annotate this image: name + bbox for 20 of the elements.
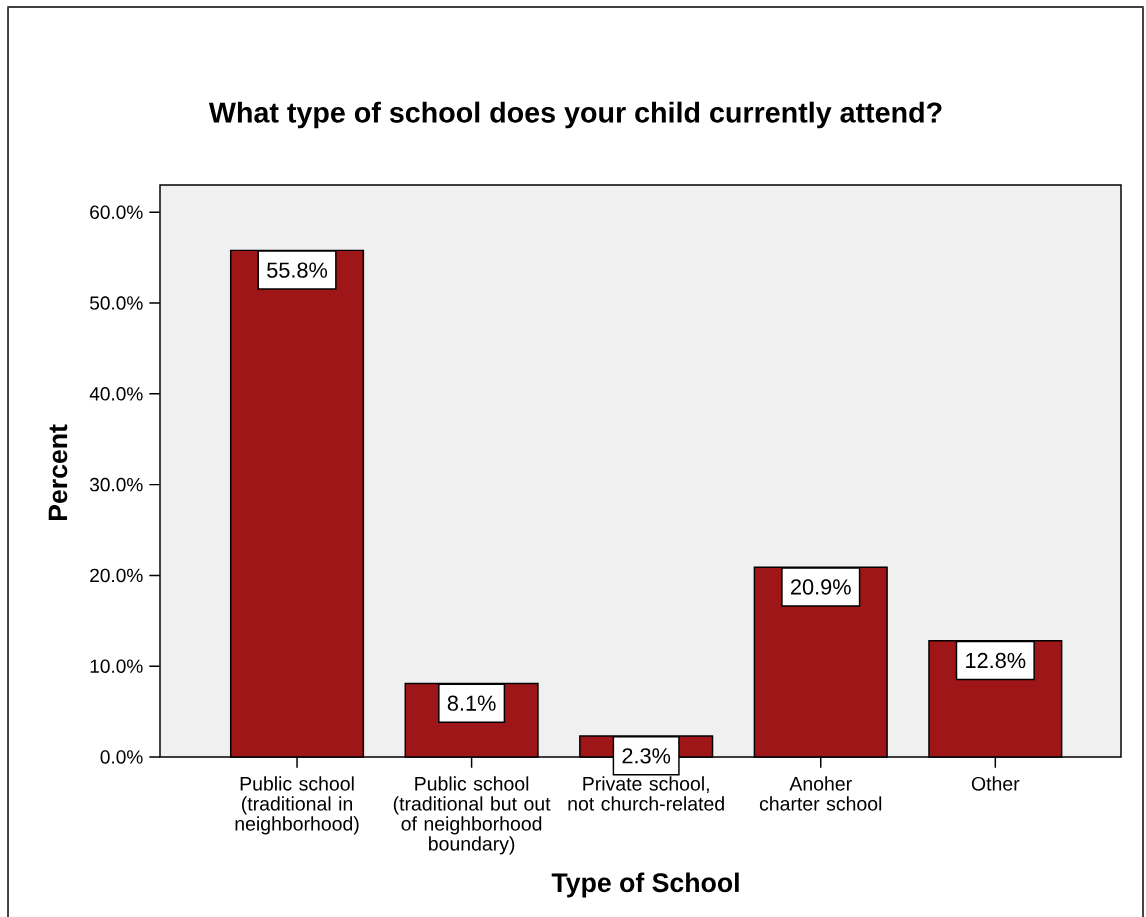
y-tick-label: 30.0% <box>89 477 143 492</box>
x-tick-label: Public school (traditional but out of neighborhood boundary) <box>393 776 551 855</box>
y-tick-label: 20.0% <box>90 568 143 583</box>
data-label: 55.8% <box>267 262 328 278</box>
x-tick-label: Public school (traditional in neighborhood) <box>235 776 359 835</box>
y-tick-label: 50.0% <box>90 296 143 310</box>
x-tick-label: Anoher charter school <box>759 776 882 811</box>
x-tick-label: Other <box>971 776 1020 791</box>
data-label: 8.1% <box>447 695 496 711</box>
data-label: 12.8% <box>966 652 1026 669</box>
x-axis-title: Type of School <box>551 872 739 898</box>
x-tick-label: Private school, not church-related <box>568 776 724 811</box>
data-label: 2.3% <box>622 748 671 764</box>
y-tick-label: 60.0% <box>90 205 143 219</box>
data-label: 20.9% <box>791 579 851 595</box>
y-tick-label: 40.0% <box>89 387 143 401</box>
chart-title: What type of school does your child currently attend? <box>208 101 942 129</box>
y-tick-label: 0.0% <box>100 750 143 764</box>
y-axis-title: Percent <box>48 424 68 521</box>
y-tick-label: 10.0% <box>90 659 143 673</box>
